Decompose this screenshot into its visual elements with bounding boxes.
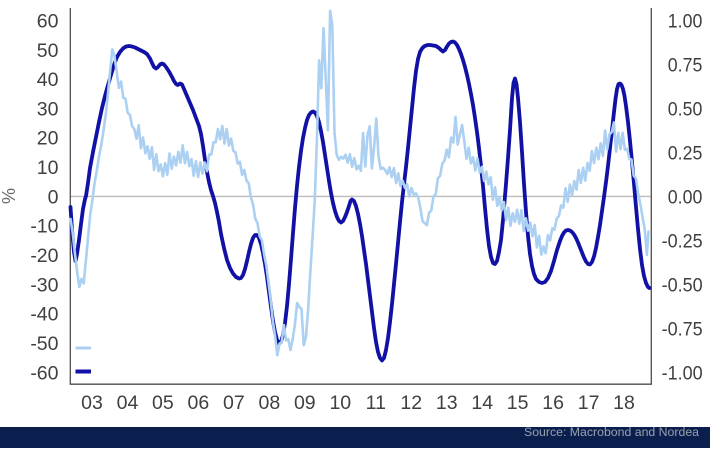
svg-text:13: 13 bbox=[436, 392, 458, 414]
svg-text:05: 05 bbox=[152, 392, 174, 414]
svg-text:0.50: 0.50 bbox=[668, 98, 703, 120]
svg-text:16: 16 bbox=[542, 392, 564, 414]
svg-text:20: 20 bbox=[37, 128, 59, 150]
svg-text:10: 10 bbox=[329, 392, 351, 414]
svg-text:50: 50 bbox=[37, 40, 59, 62]
svg-text:-40: -40 bbox=[30, 304, 58, 326]
svg-text:17: 17 bbox=[578, 392, 600, 414]
svg-text:0.25: 0.25 bbox=[668, 142, 703, 164]
svg-text:0: 0 bbox=[48, 186, 59, 208]
svg-text:08: 08 bbox=[259, 392, 281, 414]
svg-text:0.75: 0.75 bbox=[668, 54, 703, 76]
svg-text:1.00: 1.00 bbox=[668, 10, 703, 32]
svg-text:60: 60 bbox=[37, 10, 59, 32]
svg-text:-0.25: -0.25 bbox=[662, 230, 703, 252]
svg-text:Source: Macrobond and Nordea: Source: Macrobond and Nordea bbox=[524, 425, 699, 439]
svg-text:-0.75: -0.75 bbox=[662, 318, 703, 340]
svg-text:-0.50: -0.50 bbox=[662, 274, 703, 296]
svg-text:-50: -50 bbox=[30, 333, 58, 355]
svg-text:40: 40 bbox=[37, 69, 59, 91]
svg-text:-30: -30 bbox=[30, 274, 58, 296]
svg-text:04: 04 bbox=[117, 392, 139, 414]
svg-text:0.00: 0.00 bbox=[668, 186, 703, 208]
svg-text:-20: -20 bbox=[30, 245, 58, 267]
svg-text:18: 18 bbox=[613, 392, 635, 414]
svg-text:15: 15 bbox=[507, 392, 529, 414]
svg-text:09: 09 bbox=[294, 392, 316, 414]
svg-text:12: 12 bbox=[400, 392, 422, 414]
svg-text:%: % bbox=[0, 188, 19, 204]
svg-text:07: 07 bbox=[223, 392, 245, 414]
svg-text:-1.00: -1.00 bbox=[662, 362, 703, 384]
svg-text:06: 06 bbox=[188, 392, 210, 414]
svg-text:03: 03 bbox=[81, 392, 103, 414]
svg-text:14: 14 bbox=[471, 392, 493, 414]
svg-text:30: 30 bbox=[37, 98, 59, 120]
svg-text:-60: -60 bbox=[30, 362, 58, 384]
svg-text:10: 10 bbox=[37, 157, 59, 179]
svg-text:-10: -10 bbox=[30, 216, 58, 238]
svg-text:11: 11 bbox=[366, 392, 386, 414]
